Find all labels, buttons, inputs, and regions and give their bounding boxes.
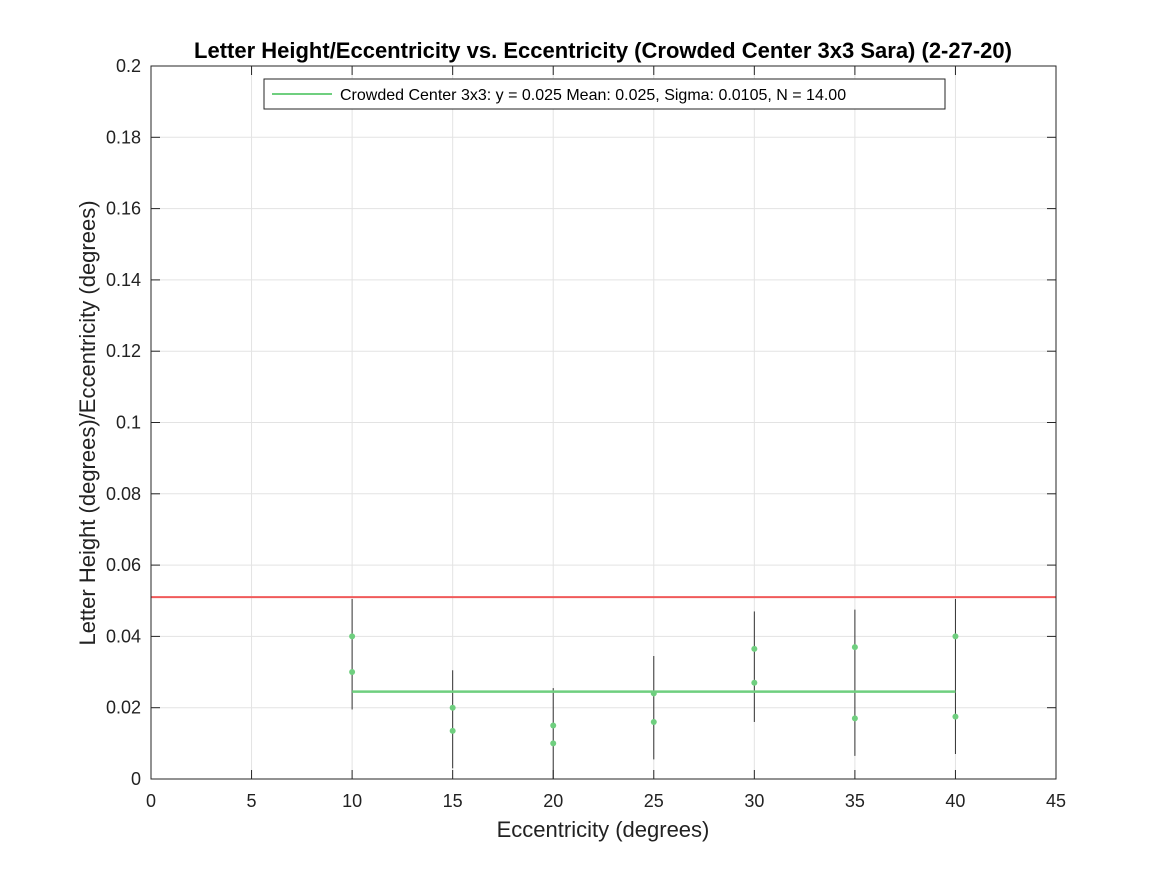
data-point [449, 704, 456, 711]
x-tick-label: 35 [845, 791, 865, 811]
x-tick-label: 20 [543, 791, 563, 811]
chart-title: Letter Height/Eccentricity vs. Eccentric… [194, 38, 1012, 63]
plot-area [150, 65, 1057, 780]
data-point [550, 722, 557, 729]
data-point [449, 727, 456, 734]
data-point [751, 645, 758, 652]
y-tick-label: 0.16 [106, 199, 141, 219]
x-tick-label: 10 [342, 791, 362, 811]
x-tick-label: 40 [945, 791, 965, 811]
y-tick-label: 0.04 [106, 626, 141, 646]
data-point [952, 713, 959, 720]
x-tick-label: 45 [1046, 791, 1066, 811]
data-point [349, 633, 356, 640]
data-point [650, 690, 657, 697]
y-tick-label: 0.06 [106, 555, 141, 575]
data-point [751, 679, 758, 686]
data-point [650, 718, 657, 725]
y-tick-label: 0.02 [106, 698, 141, 718]
ticks [150, 65, 1057, 780]
y-tick-labels: 0 0.02 0.04 0.06 0.08 0.1 0.12 0.14 0.16 0.18 0.2 [106, 56, 141, 789]
legend: Crowded Center 3x3: y = 0.025 Mean: 0.02… [263, 78, 946, 110]
legend-box [263, 78, 946, 110]
data-points [349, 633, 959, 747]
data-point [550, 740, 557, 747]
y-tick-label: 0.12 [106, 341, 141, 361]
legend-label: Crowded Center 3x3: y = 0.025 Mean: 0.02… [340, 87, 846, 104]
data-point [851, 715, 858, 722]
data-point [851, 644, 858, 651]
x-tick-label: 0 [146, 791, 156, 811]
x-tick-labels: 0 5 10 15 20 25 30 35 40 45 [146, 791, 1066, 811]
x-tick-label: 30 [744, 791, 764, 811]
x-tick-label: 25 [644, 791, 664, 811]
x-tick-label: 15 [443, 791, 463, 811]
x-tick-label: 5 [247, 791, 257, 811]
x-axis-label: Eccentricity (degrees) [497, 817, 710, 842]
data-point [349, 669, 356, 676]
y-tick-label: 0.2 [116, 56, 141, 76]
y-axis-label: Letter Height (degrees)/Eccentricity (de… [75, 200, 100, 645]
y-tick-label: 0.1 [116, 413, 141, 433]
y-tick-label: 0 [131, 769, 141, 789]
y-tick-label: 0.08 [106, 484, 141, 504]
y-tick-label: 0.18 [106, 127, 141, 147]
data-point [952, 633, 959, 640]
y-tick-label: 0.14 [106, 270, 141, 290]
